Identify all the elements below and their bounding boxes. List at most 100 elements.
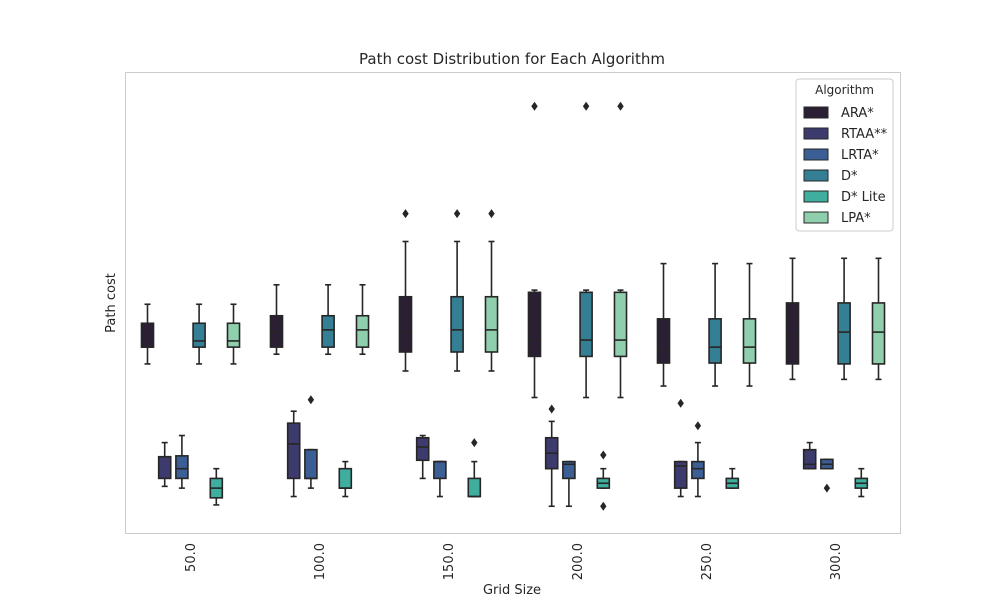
outlier-point bbox=[600, 450, 607, 460]
box-group bbox=[433, 460, 447, 498]
box-group bbox=[691, 421, 705, 498]
box-group bbox=[484, 209, 499, 372]
box-iqr bbox=[355, 314, 370, 348]
x-axis-label: Grid Size bbox=[483, 583, 541, 598]
box-group bbox=[467, 438, 482, 498]
outlier-point bbox=[488, 209, 495, 219]
box-group bbox=[708, 262, 722, 387]
box-group bbox=[338, 460, 353, 498]
box-group bbox=[820, 458, 834, 493]
outlier-point bbox=[307, 395, 315, 405]
legend-swatch bbox=[803, 190, 829, 203]
box-group bbox=[304, 395, 318, 489]
box-group bbox=[157, 441, 172, 488]
box-group bbox=[269, 284, 284, 356]
legend-label: D* bbox=[841, 169, 858, 184]
box-iqr bbox=[837, 302, 851, 365]
legend-swatch bbox=[803, 148, 829, 161]
x-tick-label: 50.0 bbox=[184, 543, 199, 572]
box-group bbox=[871, 257, 886, 381]
box-iqr bbox=[226, 322, 241, 348]
box-group bbox=[579, 101, 593, 399]
x-tick-label: 100.0 bbox=[313, 543, 328, 580]
box-group bbox=[192, 303, 206, 365]
legend-label: D* Lite bbox=[841, 190, 886, 205]
legend-swatch bbox=[803, 106, 829, 119]
box-iqr bbox=[708, 318, 722, 364]
box-iqr bbox=[140, 322, 155, 348]
box-iqr bbox=[527, 291, 542, 358]
box-group bbox=[226, 303, 241, 365]
box-iqr bbox=[673, 460, 688, 489]
box-iqr bbox=[398, 295, 413, 353]
box-group bbox=[785, 257, 800, 381]
box-iqr bbox=[304, 448, 318, 480]
box-iqr bbox=[433, 460, 447, 480]
box-group bbox=[286, 410, 301, 498]
outlier-point bbox=[694, 421, 702, 431]
x-tick-label: 200.0 bbox=[571, 543, 586, 580]
box-iqr bbox=[871, 302, 886, 365]
box-group bbox=[175, 434, 189, 489]
x-tick-label: 300.0 bbox=[829, 543, 844, 580]
legend: Algorithm ARA* RTAA** LRTA* D* D* Lite LPA* bbox=[795, 78, 894, 232]
box-iqr bbox=[484, 295, 499, 353]
box-iqr bbox=[467, 477, 482, 498]
legend-title: Algorithm bbox=[815, 83, 874, 97]
x-tick-labels: 50.0 100.0 150.0 200.0 250.0 300.0 bbox=[184, 543, 844, 580]
box-group bbox=[321, 284, 335, 356]
box-group bbox=[802, 441, 817, 470]
box-group bbox=[209, 467, 224, 506]
box-iqr bbox=[157, 455, 172, 480]
legend-label: LRTA* bbox=[841, 148, 879, 163]
box-group bbox=[673, 398, 688, 498]
box-iqr bbox=[691, 460, 705, 480]
outlier-point bbox=[617, 101, 624, 111]
outlier-point bbox=[823, 483, 831, 493]
y-axis-label: Path cost bbox=[104, 273, 119, 333]
outlier-point bbox=[600, 501, 607, 511]
outlier-point bbox=[453, 209, 461, 219]
outlier-point bbox=[548, 404, 555, 414]
box-iqr bbox=[450, 295, 464, 353]
box-group bbox=[742, 262, 757, 387]
outlier-point bbox=[582, 101, 590, 111]
legend-label: RTAA** bbox=[841, 127, 888, 142]
outlier-point bbox=[531, 101, 538, 111]
box-group bbox=[562, 460, 576, 508]
plot-area-frame bbox=[125, 72, 901, 534]
box-iqr bbox=[338, 467, 353, 489]
box-iqr bbox=[175, 455, 189, 480]
x-tick-label: 150.0 bbox=[442, 543, 457, 580]
box-group bbox=[656, 262, 671, 387]
box-iqr bbox=[321, 314, 335, 348]
box-iqr bbox=[192, 322, 206, 348]
box-group bbox=[415, 434, 430, 480]
box-iqr bbox=[562, 460, 576, 480]
outlier-point bbox=[402, 209, 409, 219]
chart-title: Path cost Distribution for Each Algorith… bbox=[359, 50, 665, 68]
box-group bbox=[596, 450, 611, 511]
legend-swatch bbox=[803, 127, 829, 140]
box-iqr bbox=[613, 291, 628, 358]
box-iqr bbox=[742, 318, 757, 364]
box-group bbox=[544, 404, 559, 508]
box-group bbox=[398, 209, 413, 372]
box-iqr bbox=[579, 291, 593, 358]
legend-label: LPA* bbox=[841, 211, 871, 226]
box-group bbox=[140, 303, 155, 365]
box-group bbox=[450, 209, 464, 372]
box-group bbox=[355, 284, 370, 356]
legend-label: ARA* bbox=[841, 106, 874, 121]
box-iqr bbox=[656, 318, 671, 364]
outlier-point bbox=[677, 398, 684, 408]
box-group bbox=[854, 467, 869, 498]
box-iqr bbox=[286, 422, 301, 480]
box-iqr bbox=[802, 448, 817, 470]
x-tick-label: 250.0 bbox=[700, 543, 715, 580]
legend-swatch bbox=[803, 169, 829, 182]
box-iqr bbox=[415, 436, 430, 462]
boxes-layer bbox=[140, 101, 886, 511]
